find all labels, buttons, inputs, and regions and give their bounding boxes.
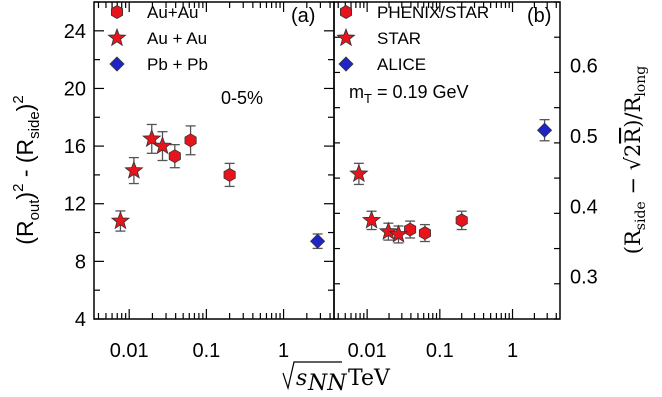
panel-a-ticks: 0.01 0.1 1 4 8 12 16 20 24 [64, 1, 334, 362]
x-tick-label: 1 [507, 340, 518, 362]
panel-a-label: (a) [291, 5, 315, 27]
x-tick-label: 0.01 [110, 340, 149, 362]
data-point-hexagon [223, 167, 236, 182]
svg-text:s: s [296, 366, 307, 391]
legend-marker [110, 5, 124, 19]
y-tick-label: 20 [64, 78, 86, 100]
y-tick-label: 12 [64, 194, 86, 216]
legend-label: Pb + Pb [147, 55, 208, 74]
y-tick-label: 8 [75, 251, 86, 273]
data-point-star [378, 221, 399, 240]
data-point-star [388, 224, 409, 243]
data-point-diamond [310, 233, 326, 249]
data-point-star [110, 210, 131, 230]
data-point-star [349, 163, 369, 183]
legend-label: ALICE [377, 55, 426, 74]
data-point-hexagon [184, 133, 197, 148]
panel-a-frame [93, 1, 335, 320]
legend-label: Au + Au [147, 29, 207, 48]
panel-a-annotation: 0-5% [221, 88, 263, 108]
panel-a-legend: Au+Au Au + Au Pb + Pb [107, 3, 208, 74]
panel-b-frame [333, 1, 561, 320]
y-tick-label: 0.6 [570, 55, 598, 77]
legend-marker [109, 56, 125, 72]
legend-label: PHENIX/STAR [377, 3, 489, 22]
y-tick-label: 16 [64, 136, 86, 158]
data-point-hexagon [404, 222, 417, 237]
y-tick-label: 24 [64, 21, 86, 43]
x-tick-label: 1 [278, 340, 289, 362]
legend-marker [107, 27, 127, 47]
data-point-hexagon [455, 213, 468, 228]
panel-a-points [110, 123, 326, 250]
legend-marker [336, 27, 356, 47]
y-tick-label: 0.5 [570, 126, 598, 148]
y-tick-label: 0.3 [570, 267, 598, 289]
legend-marker [339, 5, 353, 19]
legend-label: STAR [377, 29, 421, 48]
panel-b-label: (b) [527, 5, 551, 27]
svg-text:NN: NN [307, 371, 347, 396]
svg-text:TeV: TeV [348, 366, 391, 391]
data-point-star [124, 160, 144, 179]
data-point-hexagon [168, 149, 181, 164]
y-axis-label-right: (Rside − √2R)/Rlong [621, 66, 649, 254]
panel-b-points [349, 118, 553, 244]
legend-label: Au+Au [147, 3, 199, 22]
data-point-star [152, 135, 173, 155]
data-point-diamond [537, 122, 553, 138]
data-point-hexagon [418, 226, 431, 241]
legend-marker [338, 56, 354, 72]
panel-b-ticks: 0.01 0.1 1 0.3 0.4 0.5 0.6 [334, 1, 598, 362]
y-tick-label: 0.4 [570, 196, 598, 218]
panel-b-annotation: mT = 0.19 GeV [349, 82, 469, 106]
x-tick-label: 0.1 [192, 340, 220, 362]
data-point-star [142, 128, 162, 148]
data-point-star [361, 210, 382, 229]
x-axis-label: s NN TeV [282, 361, 391, 396]
y-axis-label-left: (Rout)2 - (Rside)2 [10, 95, 43, 244]
x-tick-label: 0.01 [348, 340, 387, 362]
y-tick-label: 4 [75, 309, 86, 331]
x-tick-label: 0.1 [426, 340, 454, 362]
panel-b-legend: PHENIX/STAR STAR ALICE [336, 3, 489, 74]
